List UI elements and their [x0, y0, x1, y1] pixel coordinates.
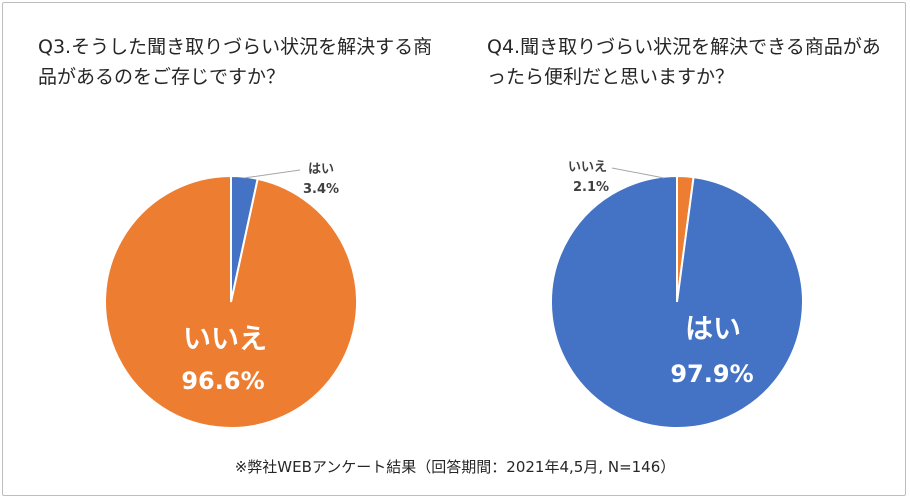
survey-footnote: ※弊社WEBアンケート結果（回答期間：2021年4,5月, N=146）: [234, 458, 676, 476]
q4-slice-yes: [549, 174, 804, 429]
q4-value-no: 2.1%: [573, 180, 609, 195]
q3-leader-line: [243, 169, 301, 179]
q3-label-no: いいえ: [183, 322, 267, 355]
q3-chart-title: Q3.そうした聞き取りづらい状況を解決する商品があるのをご存じですか？: [38, 36, 433, 88]
q4-label-yes: はい: [685, 312, 741, 345]
q3-label-yes: はい: [308, 162, 334, 177]
q3-value-yes: 3.4%: [303, 182, 339, 197]
q4-label-no: いいえ: [568, 160, 607, 175]
q3-slice-no: [104, 174, 358, 429]
q3-value-no: 96.6%: [181, 367, 264, 395]
q4-chart-title: Q4.聞き取りづらい状況を解決できる商品があったら便利だと思いますか？: [487, 36, 881, 88]
q4-leader-line: [611, 167, 665, 179]
q4-value-yes: 97.9%: [670, 360, 753, 388]
